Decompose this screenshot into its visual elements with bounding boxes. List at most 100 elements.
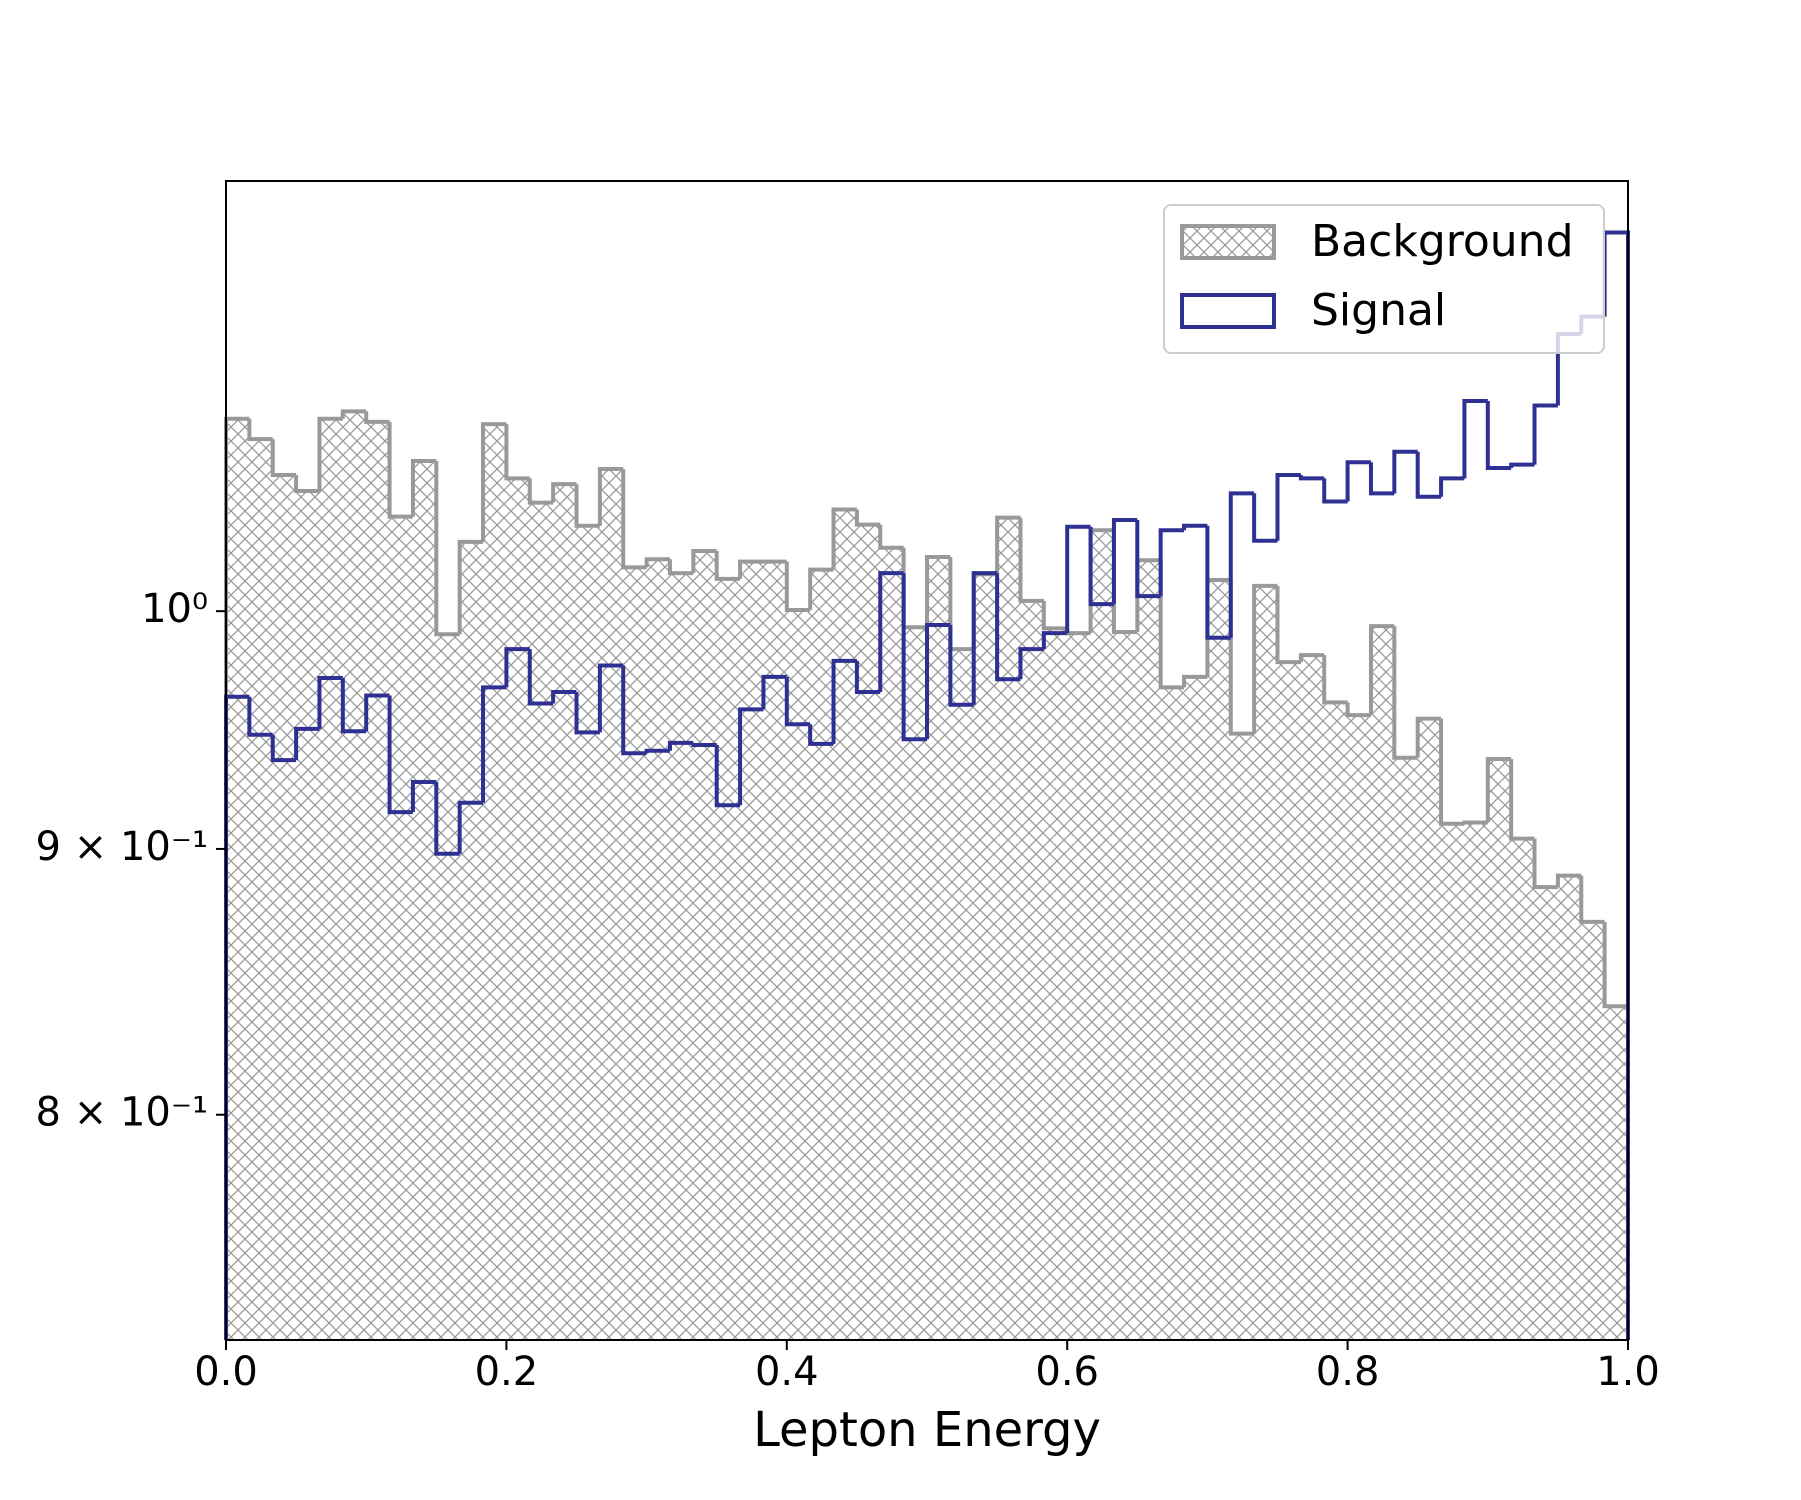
- histogram-bar: [1581, 921, 1605, 1340]
- histogram-bar: [1300, 655, 1325, 1340]
- histogram-step: [621, 469, 647, 570]
- x-axis-label: Lepton Energy: [753, 1402, 1101, 1458]
- histogram-step: [597, 663, 624, 733]
- x-tick-label: 1.0: [1596, 1349, 1660, 1395]
- histogram-step: [1485, 401, 1512, 470]
- histogram-step: [1182, 523, 1208, 531]
- histogram-bar: [342, 411, 367, 1340]
- histogram-step: [1065, 524, 1091, 634]
- x-tick-label: 0.6: [1035, 1349, 1099, 1395]
- histogram-step: [527, 649, 554, 706]
- histogram-bar: [1487, 758, 1512, 1340]
- axes-frame: [225, 180, 1629, 1341]
- x-tick-label: 0.8: [1316, 1349, 1380, 1395]
- histogram-step: [364, 693, 390, 732]
- histogram-bar: [786, 610, 811, 1340]
- histogram-bar: [529, 502, 554, 1340]
- histogram-step: [551, 482, 577, 503]
- histogram-bar: [389, 516, 413, 1340]
- histogram-step: [808, 724, 834, 746]
- x-tick-label: 0.2: [475, 1349, 539, 1395]
- histogram-bar: [1043, 628, 1068, 1340]
- histogram-step: [434, 461, 460, 637]
- histogram-bar: [1370, 626, 1395, 1340]
- histogram-step: [691, 742, 717, 748]
- histogram-bar: [1207, 580, 1231, 1340]
- histogram-step: [1298, 653, 1325, 663]
- histogram-step: [1252, 583, 1278, 734]
- histogram-step: [294, 726, 320, 761]
- histogram-step: [340, 409, 367, 419]
- y-tick-label: 10⁰: [141, 586, 208, 632]
- histogram-step: [1018, 647, 1044, 680]
- series-background: [224, 409, 1630, 1341]
- histogram-step: [878, 571, 904, 693]
- histogram-step: [1228, 491, 1255, 638]
- histogram-bar: [716, 578, 741, 1340]
- histogram-step: [808, 567, 834, 611]
- histogram-step: [738, 707, 764, 806]
- histogram-bar: [1394, 757, 1418, 1340]
- histogram-step: [1322, 478, 1348, 504]
- histogram-step: [1439, 476, 1465, 497]
- histogram-bar: [973, 574, 998, 1340]
- histogram-step: [1392, 626, 1418, 760]
- legend-swatch: [1180, 293, 1276, 329]
- histogram-step: [270, 439, 297, 477]
- histogram-bar: [856, 524, 881, 1340]
- histogram-step: [1532, 838, 1558, 890]
- histogram-step: [925, 622, 951, 740]
- histogram-step: [597, 467, 624, 526]
- histogram-step: [364, 411, 390, 424]
- histogram-step: [1485, 756, 1512, 823]
- histogram-step: [410, 779, 437, 813]
- histogram-step: [1368, 624, 1395, 716]
- histogram-step: [644, 557, 670, 568]
- histogram-bar: [1184, 676, 1208, 1340]
- histogram-step: [1555, 873, 1582, 888]
- histogram-step: [1298, 474, 1325, 481]
- legend-swatch: [1180, 224, 1276, 260]
- histogram-step: [1345, 460, 1371, 502]
- histogram-bar: [1067, 633, 1091, 1340]
- histogram-step: [1041, 600, 1068, 631]
- x-tick-label: 0.0: [194, 1349, 258, 1395]
- histogram-bar: [576, 525, 600, 1340]
- histogram-step: [1392, 449, 1418, 494]
- histogram-step: [247, 696, 273, 737]
- histogram-step: [714, 551, 741, 581]
- histogram-step: [714, 745, 741, 808]
- histogram-step: [551, 690, 577, 704]
- histogram-step: [340, 678, 367, 734]
- histogram-step: [434, 781, 460, 856]
- histogram-step: [504, 647, 530, 688]
- histogram-step: [761, 674, 787, 710]
- histogram-step: [831, 658, 857, 744]
- histogram-step: [1135, 520, 1161, 599]
- histogram-step: [1368, 462, 1395, 496]
- histogram-step: [644, 748, 670, 754]
- plot-area: [224, 230, 1630, 1341]
- histogram-bar: [1511, 838, 1535, 1340]
- histogram-step: [247, 418, 273, 442]
- histogram-bar: [1417, 718, 1442, 1340]
- histogram-bar: [903, 627, 927, 1340]
- histogram-step: [317, 676, 343, 729]
- x-tick-label: 0.4: [755, 1349, 819, 1395]
- histogram-bar: [599, 469, 624, 1340]
- histogram-step: [270, 734, 297, 763]
- histogram-step: [925, 554, 951, 628]
- histogram-step: [901, 573, 927, 742]
- histogram-step: [1509, 462, 1535, 468]
- histogram-step: [995, 515, 1021, 575]
- histogram-step: [1111, 518, 1138, 605]
- histogram-bar: [412, 461, 437, 1340]
- histogram-step: [1205, 525, 1231, 640]
- histogram-step: [784, 676, 811, 727]
- histogram-bar: [483, 424, 507, 1340]
- histogram-step: [457, 800, 484, 854]
- histogram-bar: [319, 418, 343, 1340]
- histogram-step: [1579, 875, 1605, 924]
